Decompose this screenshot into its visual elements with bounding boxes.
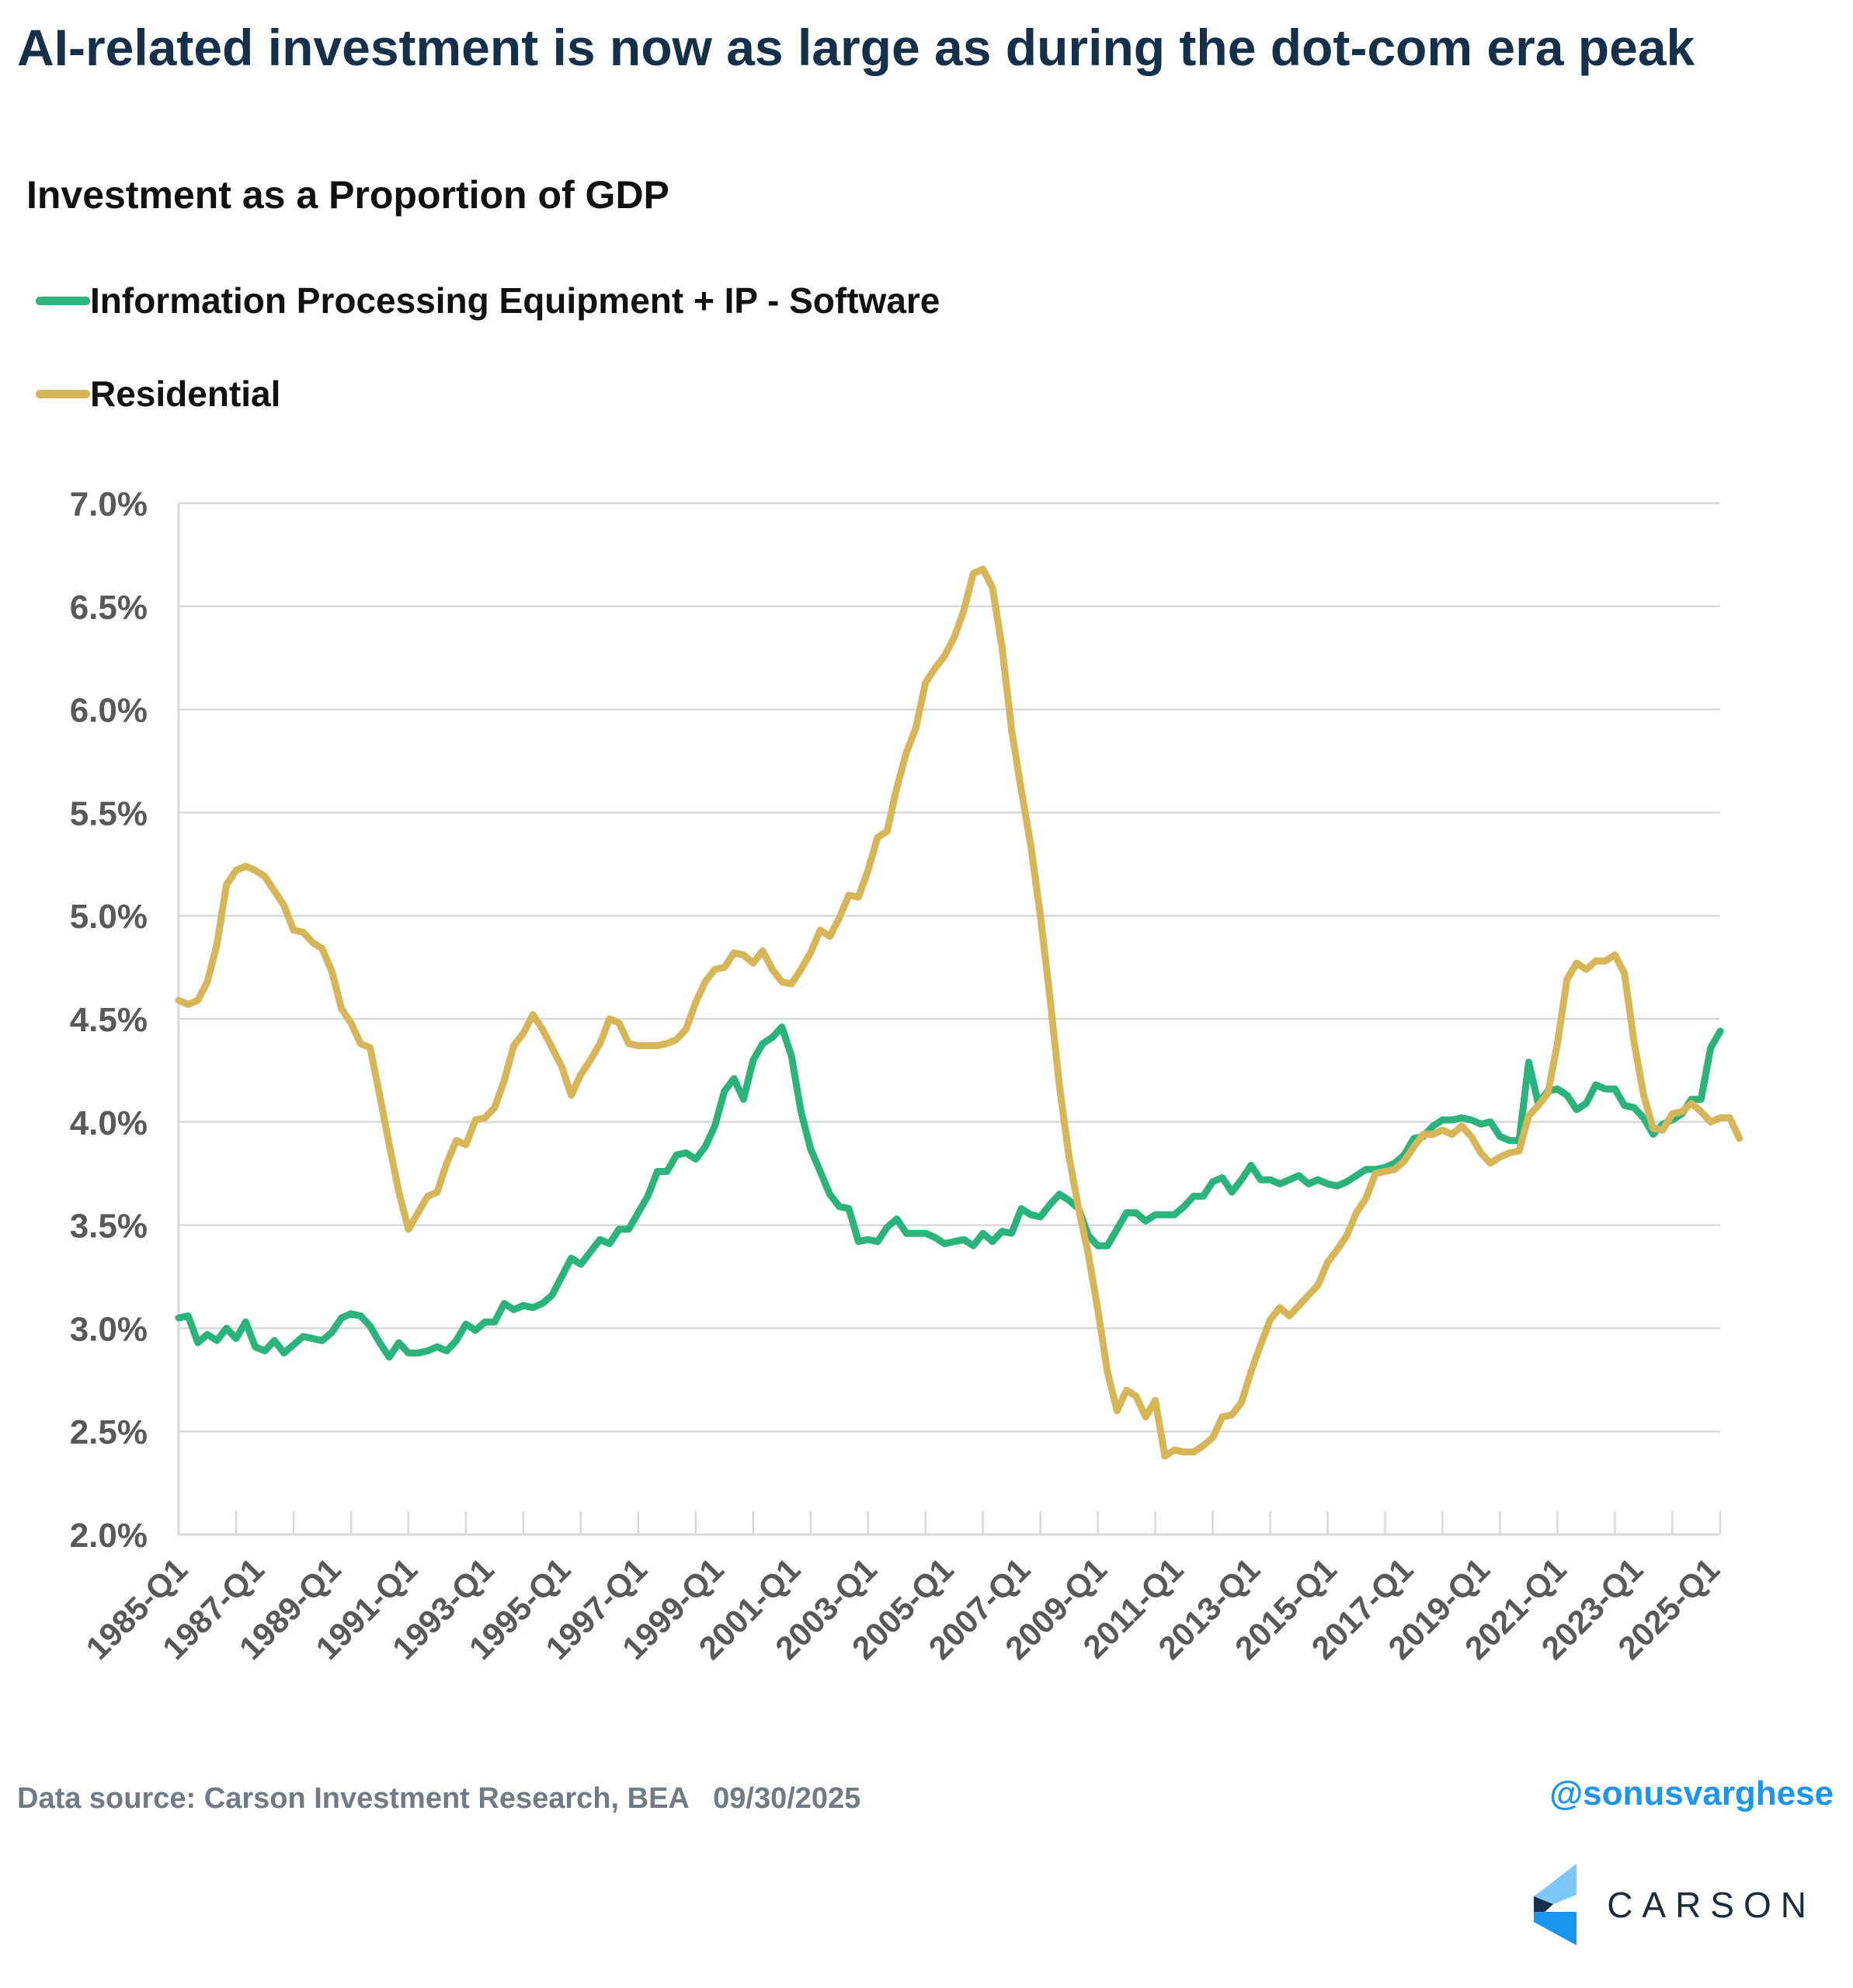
- y-tick-label: 5.0%: [70, 898, 148, 936]
- legend-swatch-residential: [36, 389, 90, 398]
- chart-subtitle: Investment as a Proportion of GDP: [26, 173, 669, 217]
- series-line-info-processing: [175, 1024, 1724, 1361]
- y-tick-label: 4.0%: [70, 1104, 148, 1142]
- axes: [177, 503, 1720, 1536]
- carson-logo-icon: [1534, 1864, 1577, 1945]
- y-tick-label: 3.5%: [70, 1208, 148, 1246]
- series-lines: [175, 565, 1743, 1460]
- author-handle: @sonusvarghese: [1549, 1774, 1834, 1812]
- data-source-note: Data source: Carson Investment Research,…: [17, 1782, 861, 1815]
- y-tick-label: 6.0%: [70, 692, 148, 730]
- y-tick-label: 4.5%: [70, 1001, 148, 1039]
- y-tick-label: 3.0%: [70, 1310, 148, 1348]
- y-tick-label: 2.0%: [70, 1517, 148, 1555]
- gridlines: [179, 502, 1720, 1433]
- legend-item-residential: Residential: [36, 373, 280, 415]
- series-line-residential: [175, 565, 1743, 1460]
- y-tick-label: 7.0%: [70, 485, 148, 523]
- legend-swatch-info-processing: [36, 296, 90, 305]
- y-tick-label: 2.5%: [70, 1413, 148, 1451]
- legend-label: Residential: [90, 374, 281, 414]
- chart-title: AI-related investment is now as large as…: [17, 19, 1695, 76]
- legend-label: Information Processing Equipment + IP - …: [90, 280, 940, 321]
- carson-logo: CARSON: [1534, 1864, 1816, 1945]
- legend-item-info-processing: Information Processing Equipment + IP - …: [36, 280, 940, 321]
- y-axis-ticks: 2.0% 2.5% 3.0% 3.5% 4.0% 4.5% 5.0% 5.5% 6.0% 6.5%…: [70, 485, 148, 1555]
- carson-logo-text: CARSON: [1607, 1884, 1816, 1925]
- y-tick-label: 6.5%: [70, 589, 148, 627]
- line-chart: 2.0% 2.5% 3.0% 3.5% 4.0% 4.5% 5.0% 5.5% 6.0% 6.5%…: [70, 485, 1743, 1667]
- y-tick-label: 5.5%: [70, 794, 148, 832]
